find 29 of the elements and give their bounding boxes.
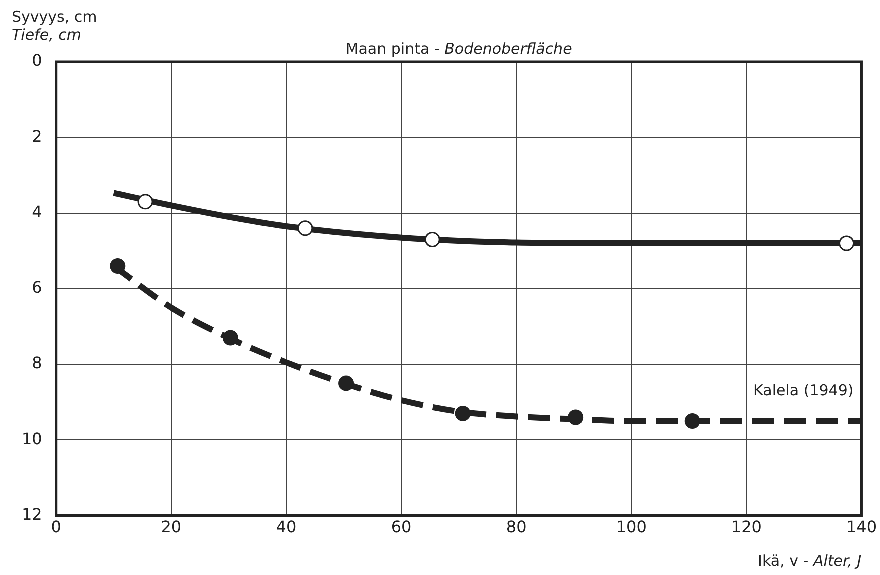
- x-tick-label: 100: [616, 518, 647, 537]
- point: [455, 406, 471, 422]
- point: [110, 258, 126, 274]
- point: [424, 232, 440, 248]
- y-tick-label: 8: [32, 354, 42, 373]
- point: [839, 236, 855, 252]
- x-tick-label: 20: [161, 518, 182, 537]
- x-tick-label: 80: [506, 518, 527, 537]
- y-tick-label: 10: [22, 429, 42, 448]
- y-axis-title: Syvyys, cm Tiefe, cm: [12, 8, 98, 44]
- text: Maan pinta - Bodenoberfläche: [346, 40, 572, 58]
- x-tick-label: 60: [391, 518, 412, 537]
- annotation: Kalela (1949): [754, 382, 854, 400]
- y-tick-label: 12: [22, 504, 42, 524]
- x-tick-label: 120: [731, 518, 762, 537]
- x-tick-label: 0: [51, 518, 62, 537]
- y-tick-label: 0: [32, 51, 42, 70]
- point: [138, 194, 154, 210]
- point: [222, 330, 238, 346]
- x-tick-label: 40: [276, 518, 297, 537]
- y-tick-label: 4: [32, 202, 42, 222]
- y-tick-label: 6: [32, 278, 42, 298]
- point: [298, 220, 314, 236]
- x-axis-title: Ikä, v - Alter, J: [758, 552, 862, 570]
- point: [338, 376, 354, 392]
- point: [568, 410, 584, 426]
- point: [684, 414, 700, 430]
- y-tick-label: 2: [32, 126, 42, 146]
- x-tick-label: 140: [846, 518, 878, 537]
